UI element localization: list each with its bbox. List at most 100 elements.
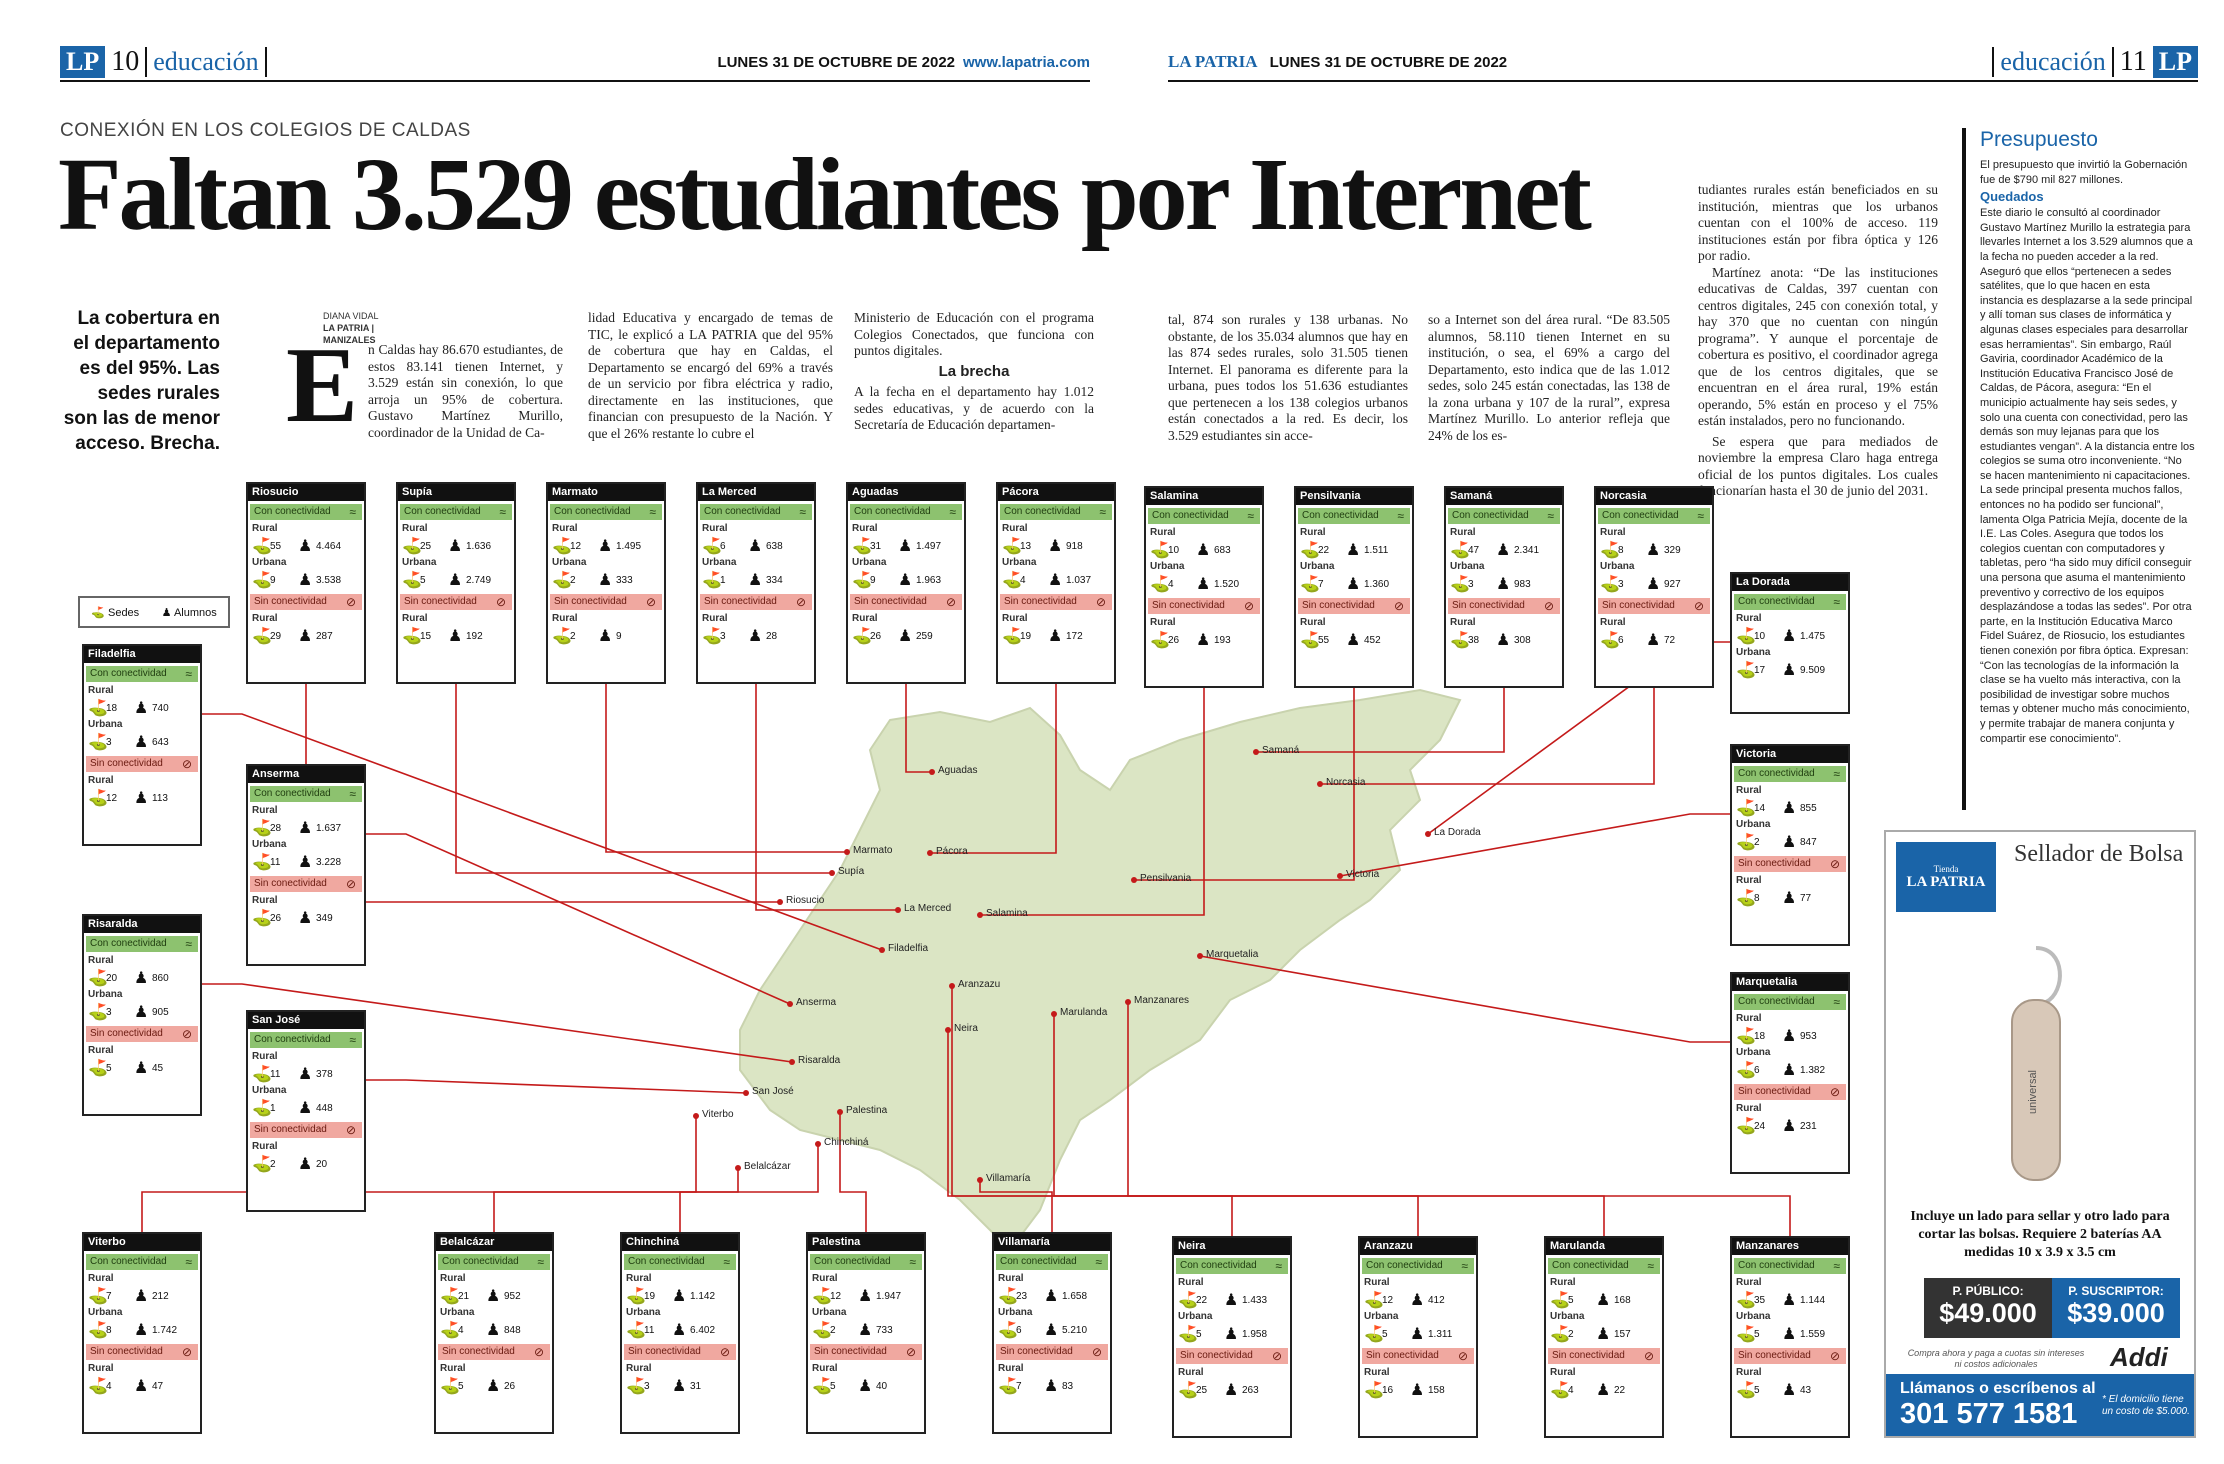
student-icon: ♟ — [1646, 632, 1661, 649]
card-row: ⛳ 6 ♟ 5.210 — [994, 1319, 1110, 1341]
card-row: ⛳ 2 ♟ 9 — [548, 625, 664, 647]
school-icon: ⛳ — [252, 1066, 272, 1083]
alumnos-value: 733 — [876, 1324, 893, 1336]
rural-label: Rural — [1600, 527, 1626, 538]
sin-conectividad-band: Sin conectividad ⊘ — [86, 1026, 198, 1042]
sedes-value: 8 — [106, 1324, 112, 1336]
school-icon: ⛳ — [88, 1378, 108, 1395]
student-icon: ♟ — [672, 1378, 687, 1395]
con-conectividad-band: Con conectividad ≈ — [400, 504, 512, 520]
card-title: Belalcázar — [436, 1234, 552, 1251]
advertisement[interactable]: Tienda LA PATRIA Sellador de Bolsa univer… — [1884, 830, 2196, 1438]
header-url[interactable]: www.lapatria.com — [963, 53, 1090, 71]
connector-manzanares — [1127, 1002, 1791, 1236]
wifi-icon: ≈ — [349, 1033, 356, 1047]
band-label: Con conectividad — [854, 506, 931, 517]
sedes-value: 55 — [1318, 634, 1330, 646]
article-col-1: n Caldas hay 86.670 estudiantes, de esto… — [368, 342, 563, 440]
place-viterbo: Viterbo — [702, 1109, 734, 1120]
header-date-right: LUNES 31 DE OCTUBRE DE 2022 — [1269, 53, 1508, 71]
school-icon: ⛳ — [252, 820, 272, 837]
card-row: ⛳ 25 ♟ 1.636 — [398, 535, 514, 557]
rural-label: Rural — [1550, 1277, 1576, 1288]
connector-aguadas — [905, 684, 932, 773]
sealer-product-image: universal — [2011, 946, 2062, 1181]
sedes-value: 5 — [1754, 1328, 1760, 1340]
card-riosucio: Riosucio Con conectividad ≈ Rural ⛳ 55 ♟ … — [246, 482, 366, 684]
band-label: Sin conectividad — [1602, 600, 1675, 611]
student-icon: ♟ — [486, 1322, 501, 1339]
band-label: Con conectividad — [1738, 1260, 1815, 1271]
band-label: Sin conectividad — [1152, 600, 1225, 611]
ad-description: Incluye un lado para sellar y otro lado … — [1910, 1209, 2170, 1260]
sedes-value: 25 — [1196, 1384, 1208, 1396]
student-icon: ♟ — [134, 1322, 149, 1339]
wifi-icon: ≈ — [799, 505, 806, 519]
school-icon: ⛳ — [702, 572, 722, 589]
school-icon: ⛳ — [1002, 538, 1022, 555]
alumnos-value: 40 — [876, 1380, 888, 1392]
card-row: ⛳ 9 ♟ 1.963 — [848, 569, 964, 591]
urbana-label: Urbana — [88, 1307, 123, 1318]
school-icon: ⛳ — [1150, 542, 1170, 559]
sedes-value: 3 — [106, 1006, 112, 1018]
sin-conectividad-band: Sin conectividad ⊘ — [1362, 1348, 1474, 1364]
place-dot-marquetalia — [1197, 953, 1203, 959]
alumnos-value: 1.475 — [1800, 630, 1826, 642]
page-header-left: LP 10 educación LUNES 31 DE OCTUBRE DE 2… — [60, 44, 1090, 82]
alumnos-value: 193 — [1214, 634, 1231, 646]
urbana-label: Urbana — [626, 1307, 661, 1318]
card-anserma: Anserma Con conectividad ≈ Rural ⛳ 28 ♟ 1… — [246, 764, 366, 966]
urbana-label: Urbana — [252, 557, 287, 568]
card-row: ⛳ 2 ♟ 733 — [808, 1319, 924, 1341]
student-icon: ♟ — [1496, 542, 1511, 559]
urbana-label: Urbana — [552, 557, 587, 568]
ad-phone[interactable]: 301 577 1581 — [1900, 1398, 2078, 1430]
con-conectividad-band: Con conectividad ≈ — [1448, 508, 1560, 524]
urbana-label: Urbana — [1364, 1311, 1399, 1322]
connector-pensilvania — [1134, 688, 1355, 881]
band-label: Con conectividad — [1302, 510, 1379, 521]
school-icon: ⛳ — [88, 790, 108, 807]
con-conectividad-band: Con conectividad ≈ — [1734, 1258, 1846, 1274]
card-row: ⛳ 5 ♟ 45 — [84, 1057, 200, 1079]
student-icon: ♟ — [486, 1288, 501, 1305]
student-icon: ♟ — [1048, 628, 1063, 645]
place-salamina: Salamina — [986, 908, 1028, 919]
school-icon: ⛳ — [998, 1378, 1018, 1395]
sin-conectividad-band: Sin conectividad ⊘ — [850, 594, 962, 610]
place-dot-victoria — [1337, 873, 1343, 879]
alumnos-value: 231 — [1800, 1120, 1817, 1132]
no-wifi-icon: ⊘ — [1243, 599, 1254, 613]
wifi-icon: ≈ — [1461, 1259, 1468, 1273]
sedes-value: 38 — [1468, 634, 1480, 646]
connector-riosucio — [305, 684, 780, 903]
card-manzanares: Manzanares Con conectividad ≈ Rural ⛳ 35 … — [1730, 1236, 1850, 1438]
alumnos-value: 333 — [616, 574, 633, 586]
band-label: Sin conectividad — [254, 1124, 327, 1135]
card-row: ⛳ 7 ♟ 1.360 — [1296, 573, 1412, 595]
con-conectividad-band: Con conectividad ≈ — [1148, 508, 1260, 524]
sedes-value: 47 — [1468, 544, 1480, 556]
band-label: Con conectividad — [1738, 596, 1815, 607]
card-row: ⛳ 24 ♟ 231 — [1732, 1115, 1848, 1137]
alumnos-value: 1.963 — [916, 574, 942, 586]
alumnos-value: 848 — [504, 1324, 521, 1336]
sedes-value: 2 — [270, 1158, 276, 1170]
sedes-value: 2 — [570, 630, 576, 642]
alumnos-value: 953 — [1800, 1030, 1817, 1042]
sidebar-subtitle: Quedados — [1980, 189, 2044, 205]
byline: DIANA VIDAL LA PATRIA | MANIZALES — [323, 310, 423, 346]
sidebar-p2: Este diario le consultó al coordinador G… — [1980, 207, 2195, 745]
caldas-map-shape — [739, 688, 1462, 1252]
place-riosucio: Riosucio — [786, 895, 825, 906]
card-row: ⛳ 12 ♟ 1.947 — [808, 1285, 924, 1307]
alumnos-value: 847 — [1800, 836, 1817, 848]
lp-logo-right: LP — [2152, 46, 2198, 78]
student-icon: ♟ — [1596, 1382, 1611, 1399]
card-row: ⛳ 3 ♟ 983 — [1446, 573, 1562, 595]
connector-marmato — [605, 684, 847, 853]
student-icon: ♟ — [448, 538, 463, 555]
alumnos-value: 683 — [1214, 544, 1231, 556]
